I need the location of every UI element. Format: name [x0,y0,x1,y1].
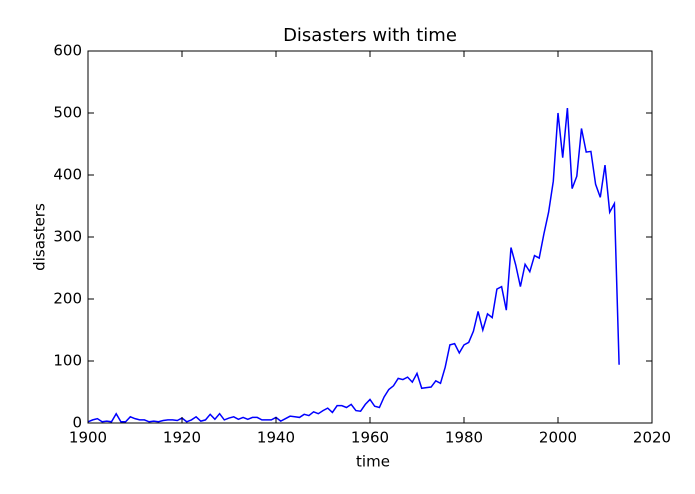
x-axis-label: time [356,453,390,471]
x-tick-label: 2020 [633,429,671,447]
y-tick-label: 100 [53,352,82,370]
data-line [87,107,620,423]
y-tick-label: 600 [53,42,82,60]
x-tick-label: 2000 [539,429,577,447]
x-tick-label: 1920 [163,429,201,447]
y-tick-label: 400 [53,166,82,184]
chart-title: Disasters with time [283,25,457,46]
y-tick-label: 0 [72,414,82,432]
x-tick-label: 1980 [445,429,483,447]
y-tick-label: 500 [53,104,82,122]
y-axis-label: disasters [31,203,49,271]
y-tick-label: 200 [53,290,82,308]
x-tick-label: 1940 [257,429,295,447]
y-tick-label: 300 [53,228,82,246]
x-tick-label: 1960 [351,429,389,447]
x-tick-label: 1900 [69,429,107,447]
